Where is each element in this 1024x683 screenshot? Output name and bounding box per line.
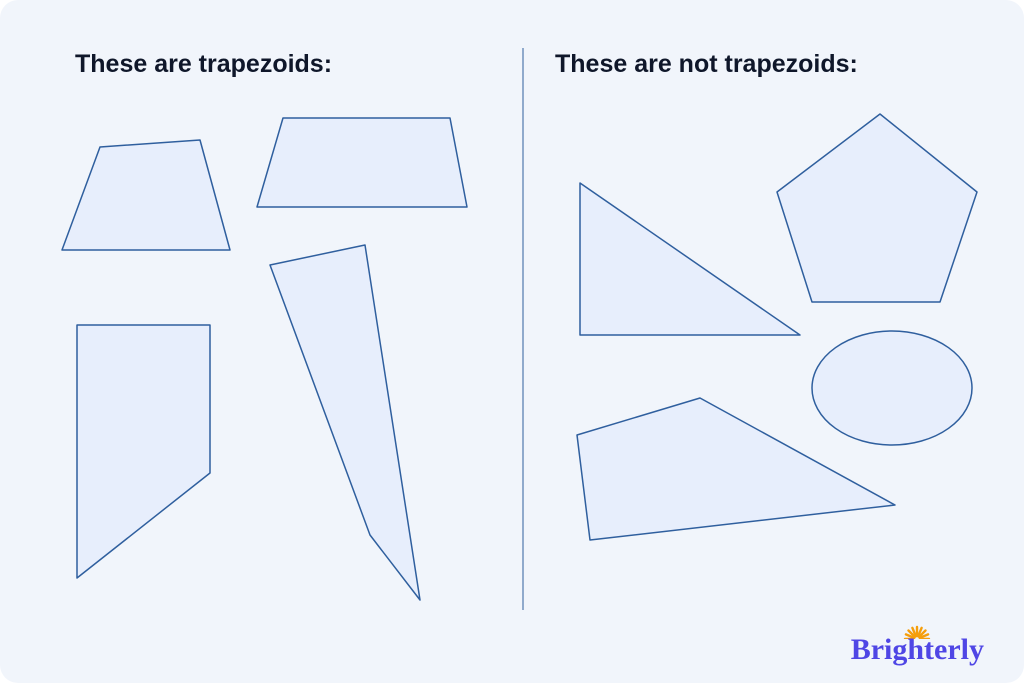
pentagon — [775, 112, 979, 304]
logo-text: Brighterly — [851, 635, 984, 665]
brighterly-logo: Brighterly — [851, 619, 984, 665]
heading-trapezoids: These are trapezoids: — [75, 50, 332, 79]
heading-not-trapezoids: These are not trapezoids: — [555, 50, 858, 79]
trapezoid-small — [60, 138, 232, 252]
diagram-frame: These are trapezoids: These are not trap… — [0, 0, 1024, 683]
trapezoid-wide — [255, 116, 469, 209]
triangle — [578, 181, 802, 337]
ellipse — [810, 329, 974, 447]
vertical-divider — [522, 48, 524, 610]
trapezoid-slanted — [268, 243, 422, 602]
trapezoid-tall-left — [75, 323, 212, 580]
